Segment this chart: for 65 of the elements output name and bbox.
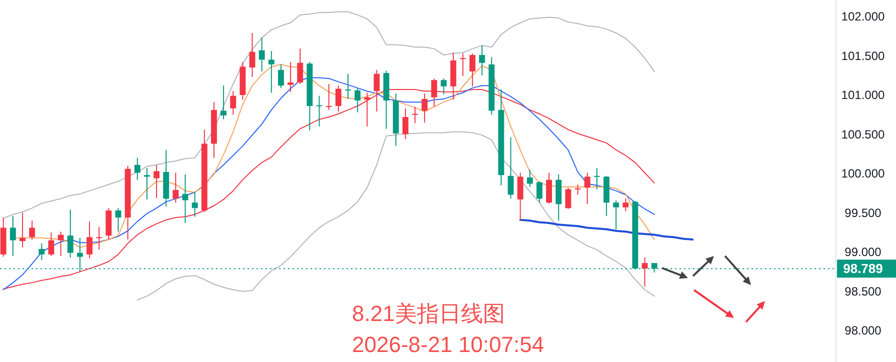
y-tick-label: 98.500 [844,284,882,298]
line-series [519,218,694,240]
candlestick [278,64,284,88]
y-tick-label: 102.000 [841,9,886,24]
candlestick [479,45,485,76]
y-tick-label: 100.500 [841,127,886,142]
annotation: 2026-8-21 10:07:54 [352,332,544,357]
candlestick [460,52,466,77]
candlestick [192,191,198,218]
candlestick [29,220,36,240]
candlestick [20,212,26,248]
candlestick [268,50,274,94]
candlestick [536,180,542,204]
y-tick-label: 98.000 [844,324,882,338]
candlestick [316,95,322,127]
candlestick [574,184,581,196]
candlestick [48,232,54,256]
candlestick [76,237,83,272]
candlestick [86,220,92,259]
candlestick [651,262,658,273]
candlestick [642,257,648,288]
candlestick [508,136,514,200]
candlestick [144,168,150,200]
candlestick [134,157,140,180]
candlestick [10,215,16,256]
candlestick [249,32,256,78]
candlestick [115,208,122,232]
candlestick [38,242,45,260]
candlestick [546,172,552,204]
candlestick [58,231,64,256]
y-tick-label: 99.500 [844,206,882,220]
candlestick [517,172,524,222]
candlestick [297,48,304,85]
candlestick [622,198,629,212]
ref-line-label: 98.789 [843,261,883,276]
candlestick [354,87,361,113]
candlestick [345,73,351,100]
annotation: 8.21美指日线图 [352,301,505,326]
candlestick [412,106,418,124]
candlestick [526,169,533,188]
candlestick [374,69,380,112]
candlestick [335,85,342,112]
candlestick [613,200,620,230]
candlestick [326,84,332,110]
candlestick [584,172,590,205]
y-tick-label: 101.000 [841,88,886,102]
candlestick [67,209,74,258]
y-tick-label: 101.500 [841,48,886,63]
candlestick [220,85,226,120]
candlestick [172,172,179,204]
candlestick [440,78,447,95]
candlestick [230,90,236,116]
y-tick-label: 100.000 [841,166,886,181]
candlestick [154,164,160,198]
candlestick [469,52,476,87]
candlestick [96,226,102,250]
candlestick [565,187,572,210]
candlestick [431,78,438,108]
candlestick [594,168,600,190]
candlestick [402,108,408,140]
y-tick-label: 99.000 [844,245,882,260]
candlestick [288,62,294,92]
candlestick [422,92,428,123]
line-series [2,11,655,219]
candlestick [258,37,265,72]
